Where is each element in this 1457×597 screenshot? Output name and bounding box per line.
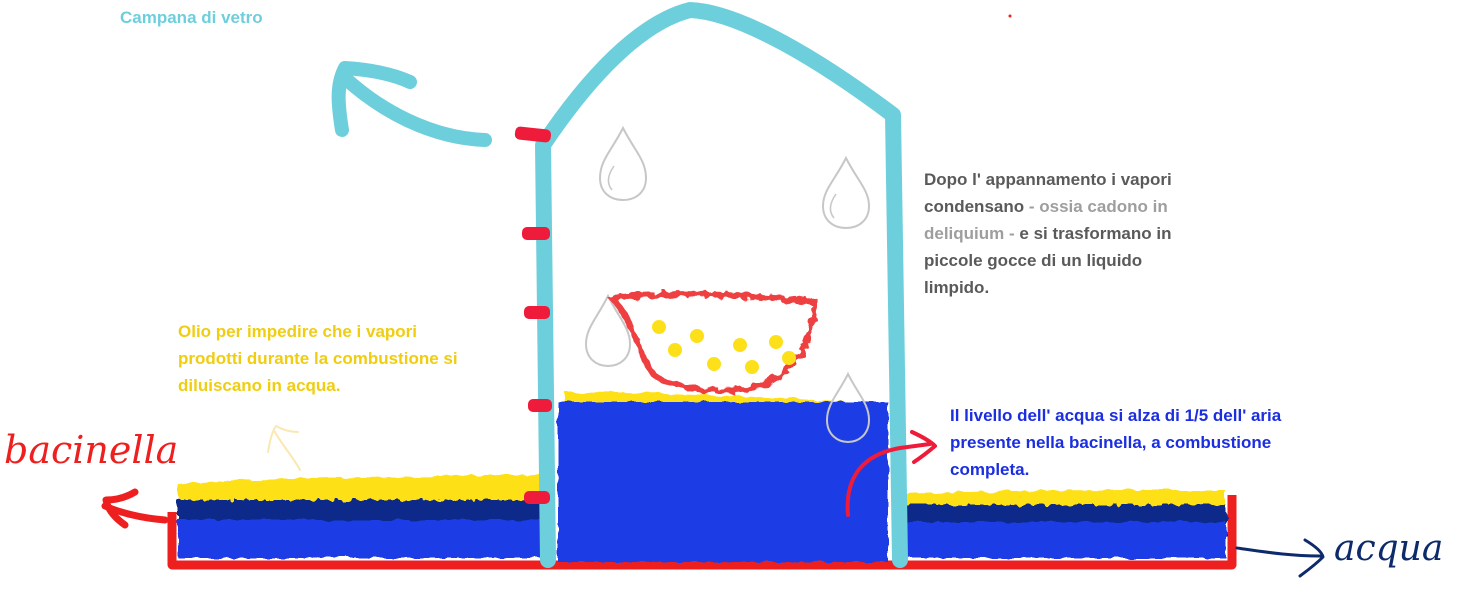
water-level-label: Il livello dell' acqua si alza di 1/5 de… xyxy=(950,406,1282,479)
drop-icon xyxy=(607,165,615,191)
arrow-icon xyxy=(267,425,301,471)
condensation-text-3: e si trasformano in piccole gocce di un … xyxy=(924,224,1172,297)
outer-water-left xyxy=(178,474,545,558)
bell-mark-4 xyxy=(528,399,552,412)
arrow-icon xyxy=(845,430,937,517)
drop-icon xyxy=(825,371,871,444)
oil-label: Olio per impedire che i vapori prodotti … xyxy=(178,322,458,395)
crucible-outline xyxy=(605,291,819,394)
drop-icon xyxy=(584,293,632,368)
condensation-drops xyxy=(584,125,871,444)
water-right xyxy=(906,522,1226,558)
drop-icon xyxy=(829,193,837,219)
bell-mark-1 xyxy=(514,126,552,143)
arrows xyxy=(101,61,1325,578)
bell-outline xyxy=(535,2,908,568)
stray-dot xyxy=(1008,14,1012,18)
condensation-label: Dopo l' appannamento i vapori condensano… xyxy=(924,166,1209,301)
glass-bell xyxy=(514,2,908,568)
water-left xyxy=(178,520,543,558)
crucible xyxy=(605,291,819,394)
bell-mark-5 xyxy=(524,491,550,504)
water-label: acqua xyxy=(1334,528,1444,569)
basin xyxy=(167,495,1237,570)
bell-label: Campana di vetro xyxy=(120,8,263,27)
arrow-icon xyxy=(1235,538,1325,578)
inner-water xyxy=(558,392,888,562)
basin-label: bacinella xyxy=(4,428,179,472)
bell-mark-3 xyxy=(524,306,550,319)
inner-water-body xyxy=(558,402,888,562)
basin-outline xyxy=(167,495,1237,570)
arrow-icon xyxy=(101,488,169,529)
outer-water-right xyxy=(905,490,1226,558)
drop-icon xyxy=(598,125,648,202)
condensation-text-1: Dopo l' appannamento i vapori condensano xyxy=(924,170,1172,216)
bell-mark-2 xyxy=(522,227,550,240)
condensation-text-2: - ossia cadono in deliquium - xyxy=(924,197,1168,243)
drop-icon xyxy=(821,155,871,230)
arrow-icon xyxy=(331,61,492,147)
sulfur-grains xyxy=(652,320,796,374)
